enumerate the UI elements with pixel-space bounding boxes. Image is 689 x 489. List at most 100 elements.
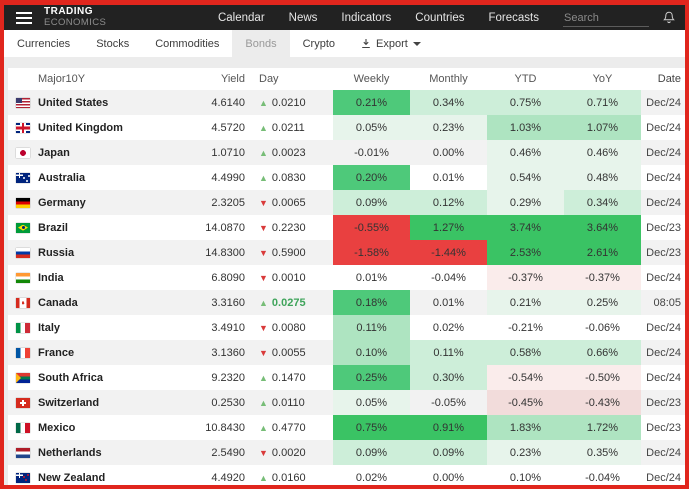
download-icon: [362, 39, 370, 49]
bonds-table-container: Major10Y Yield Day Weekly Monthly YTD YoY Date …: [4, 57, 685, 485]
country-name[interactable]: Japan: [38, 146, 70, 159]
table-row[interactable]: Mexico 10.8430 ▲ 0.4770 0.75% 0.91% 1.83%…: [8, 415, 685, 440]
day-change: ▲ 0.0023: [259, 146, 306, 159]
weekly-change: -0.01%: [354, 146, 389, 159]
nav-item-news[interactable]: News: [288, 11, 318, 24]
nav-item-forecasts[interactable]: Forecasts: [488, 11, 540, 24]
flag-in-icon: [16, 272, 30, 283]
table-row[interactable]: Canada 3.3160 ▲ 0.0275 0.18% 0.01% 0.21% …: [8, 290, 685, 315]
day-change: ▲ 0.0160: [259, 471, 306, 484]
monthly-change: 0.00%: [432, 471, 465, 484]
country-name[interactable]: Australia: [38, 171, 86, 184]
table-row[interactable]: Switzerland 0.2530 ▲ 0.0110 0.05% -0.05% …: [8, 390, 685, 415]
monthly-change: 0.11%: [410, 340, 487, 365]
day-change: ▼ 0.5900: [259, 246, 306, 259]
country-name[interactable]: Netherlands: [38, 446, 102, 459]
date-value: Dec/24: [646, 371, 681, 384]
yield-value: 0.2530: [211, 396, 245, 409]
country-name[interactable]: Switzerland: [38, 396, 100, 409]
ytd-change: 0.23%: [487, 440, 564, 465]
ytd-change: -0.45%: [487, 390, 564, 415]
weekly-change: 0.02%: [355, 471, 388, 484]
ytd-change: 3.74%: [487, 215, 564, 240]
table-row[interactable]: Brazil 14.0870 ▼ 0.2230 -0.55% 1.27% 3.74…: [8, 215, 685, 240]
country-name[interactable]: United States: [38, 96, 109, 109]
tab-bonds[interactable]: Bonds: [232, 30, 290, 57]
table-row[interactable]: Australia 4.4990 ▲ 0.0830 0.20% 0.01% 0.5…: [8, 165, 685, 190]
monthly-change: 0.23%: [410, 115, 487, 140]
column-header-date[interactable]: Date: [641, 68, 685, 90]
export-button[interactable]: Export: [348, 30, 434, 57]
column-header-monthly[interactable]: Monthly: [410, 68, 487, 90]
yield-value: 4.4990: [211, 171, 245, 184]
search-input[interactable]: [563, 10, 649, 27]
country-name[interactable]: South Africa: [38, 371, 103, 384]
country-name[interactable]: New Zealand: [38, 471, 106, 484]
yoy-change: -0.37%: [564, 265, 641, 290]
country-name[interactable]: Russia: [38, 246, 75, 259]
table-row[interactable]: India 6.8090 ▼ 0.0010 0.01% -0.04% -0.37%…: [8, 265, 685, 290]
table-row[interactable]: Italy 3.4910 ▼ 0.0080 0.11% 0.02% -0.21% …: [8, 315, 685, 340]
column-header-day[interactable]: Day: [245, 68, 333, 90]
weekly-change: 0.20%: [333, 165, 410, 190]
table-row[interactable]: Russia 14.8300 ▼ 0.5900 -1.58% -1.44% 2.5…: [8, 240, 685, 265]
table-row[interactable]: Netherlands 2.5490 ▼ 0.0020 0.09% 0.09% 0…: [8, 440, 685, 465]
table-row[interactable]: Japan 1.0710 ▲ 0.0023 -0.01% 0.00% 0.46% …: [8, 140, 685, 165]
day-change: ▼ 0.0010: [259, 271, 306, 284]
nav-item-indicators[interactable]: Indicators: [341, 11, 392, 24]
flag-fr-icon: [16, 347, 30, 358]
monthly-change: 1.27%: [410, 215, 487, 240]
yoy-change: 0.71%: [564, 90, 641, 115]
column-header-yoy[interactable]: YoY: [564, 68, 641, 90]
chevron-down-icon: [412, 41, 421, 46]
notifications-bell-icon[interactable]: [663, 11, 675, 24]
date-value: Dec/23: [646, 421, 681, 434]
ytd-change: 2.53%: [487, 240, 564, 265]
tab-crypto[interactable]: Crypto: [289, 30, 348, 57]
arrow-up-icon: ▲: [259, 147, 268, 158]
column-header-yield[interactable]: Yield: [193, 68, 245, 90]
yield-value: 9.2320: [211, 371, 245, 384]
country-name[interactable]: Italy: [38, 321, 61, 334]
yield-value: 4.6140: [211, 96, 245, 109]
date-value: Dec/23: [646, 396, 681, 409]
country-name[interactable]: France: [38, 346, 75, 359]
yoy-change: 1.07%: [564, 115, 641, 140]
weekly-change: 0.09%: [333, 190, 410, 215]
country-name[interactable]: Canada: [38, 296, 78, 309]
table-row[interactable]: New Zealand 4.4920 ▲ 0.0160 0.02% 0.00% 0…: [8, 465, 685, 485]
country-name[interactable]: India: [38, 271, 64, 284]
column-header-weekly[interactable]: Weekly: [333, 68, 410, 90]
tab-stocks[interactable]: Stocks: [83, 30, 143, 57]
arrow-up-icon: ▲: [259, 372, 268, 383]
country-name[interactable]: Brazil: [38, 221, 68, 234]
column-header-ytd[interactable]: YTD: [487, 68, 564, 90]
yield-value: 1.0710: [211, 146, 245, 159]
country-name[interactable]: Germany: [38, 196, 86, 209]
hamburger-menu-icon[interactable]: [16, 11, 32, 24]
table-row[interactable]: France 3.1360 ▼ 0.0055 0.10% 0.11% 0.58% …: [8, 340, 685, 365]
logo[interactable]: TRADING ECONOMICS: [44, 7, 106, 27]
column-header-major10y[interactable]: Major10Y: [38, 68, 193, 90]
table-row[interactable]: United Kingdom 4.5720 ▲ 0.0211 0.05% 0.23…: [8, 115, 685, 140]
nav-item-countries[interactable]: Countries: [415, 11, 465, 24]
date-value: Dec/24: [646, 271, 681, 284]
flag-us-icon: [16, 97, 30, 108]
day-change: ▼ 0.0065: [259, 196, 306, 209]
table-row[interactable]: Germany 2.3205 ▼ 0.0065 0.09% 0.12% 0.29%…: [8, 190, 685, 215]
top-nav-links: Calendar News Indicators Countries Forecasts: [218, 12, 539, 24]
date-value: Dec/24: [646, 146, 681, 159]
yield-value: 6.8090: [211, 271, 245, 284]
tab-currencies[interactable]: Currencies: [4, 30, 84, 57]
country-name[interactable]: United Kingdom: [38, 121, 123, 134]
country-name[interactable]: Mexico: [38, 421, 76, 434]
yoy-change: 0.25%: [564, 290, 641, 315]
table-row[interactable]: United States 4.6140 ▲ 0.0210 0.21% 0.34%…: [8, 90, 685, 115]
flag-jp-icon: [16, 147, 30, 158]
yoy-change: -0.50%: [564, 365, 641, 390]
weekly-change: 0.05%: [333, 115, 410, 140]
nav-item-calendar[interactable]: Calendar: [217, 11, 265, 24]
monthly-change: 0.30%: [410, 365, 487, 390]
table-row[interactable]: South Africa 9.2320 ▲ 0.1470 0.25% 0.30% …: [8, 365, 685, 390]
tab-commodities[interactable]: Commodities: [142, 30, 233, 57]
